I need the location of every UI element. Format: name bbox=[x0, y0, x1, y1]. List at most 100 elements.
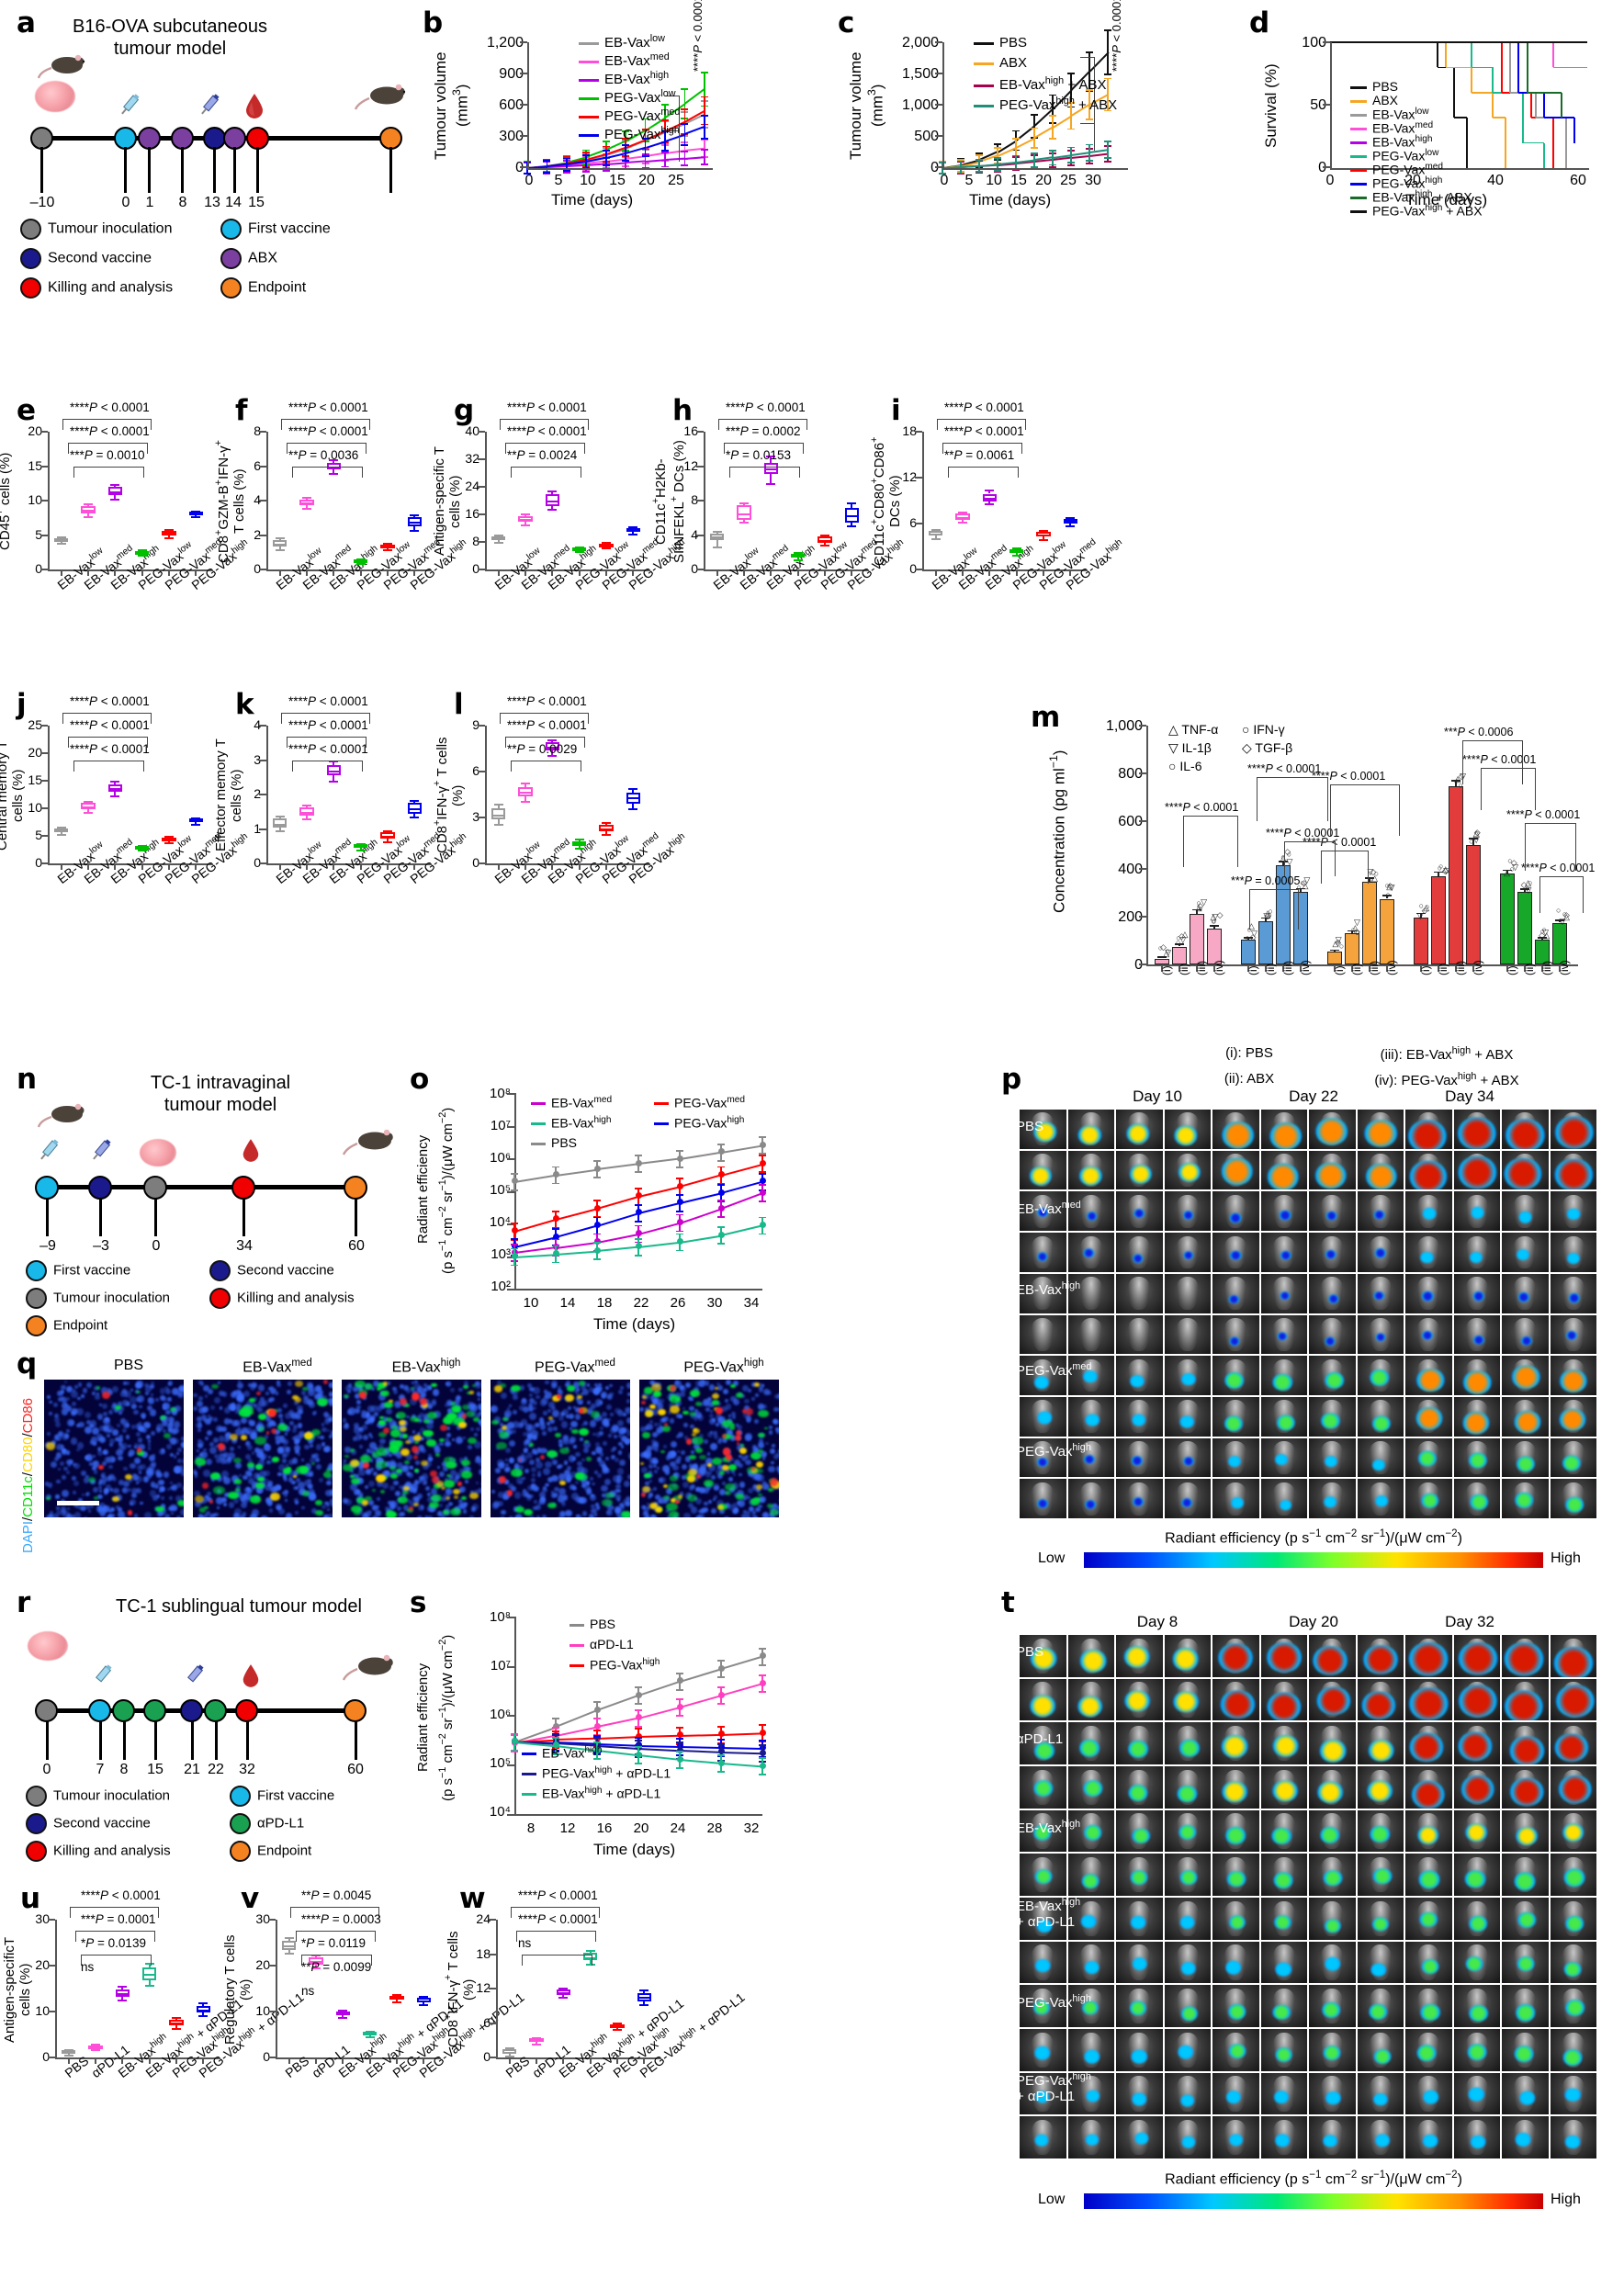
series-line bbox=[556, 1709, 598, 1728]
ivis-cell bbox=[1165, 1191, 1212, 1231]
signal-blob bbox=[1133, 1255, 1143, 1264]
dapi-nucleus bbox=[243, 1391, 250, 1397]
legend-dot-first-vaccine bbox=[230, 1786, 251, 1807]
ivis-cell bbox=[1502, 1356, 1549, 1395]
median-line bbox=[299, 812, 313, 814]
dapi-nucleus bbox=[398, 1513, 402, 1517]
series-line bbox=[597, 1695, 639, 1711]
dapi-nucleus bbox=[425, 1486, 430, 1491]
cd11c-signal bbox=[712, 1458, 722, 1465]
error-cap bbox=[635, 1238, 642, 1240]
signal-blob bbox=[1365, 1120, 1398, 1147]
dapi-nucleus bbox=[769, 1430, 773, 1435]
tick-mark bbox=[259, 828, 266, 830]
cd80-signal bbox=[640, 1462, 644, 1465]
series-line bbox=[597, 1718, 638, 1729]
signal-blob bbox=[1130, 1375, 1145, 1388]
error-cap bbox=[759, 1774, 766, 1775]
ivis-cell bbox=[1454, 1191, 1501, 1231]
whisker-cap bbox=[338, 2017, 347, 2019]
dapi-nucleus bbox=[122, 1428, 127, 1433]
cd11c-signal bbox=[511, 1385, 521, 1392]
cd11c-signal bbox=[575, 1472, 584, 1479]
dapi-nucleus bbox=[559, 1444, 563, 1448]
error-bar bbox=[1052, 115, 1054, 138]
ivis-cell bbox=[1068, 1151, 1115, 1190]
dapi-nucleus bbox=[540, 1399, 547, 1406]
error-cap bbox=[552, 1262, 559, 1264]
dapi-nucleus bbox=[589, 1387, 594, 1392]
cd11c-signal bbox=[740, 1444, 744, 1447]
dapi-nucleus bbox=[227, 1457, 232, 1462]
cd11c-signal bbox=[699, 1455, 706, 1460]
cd11c-signal bbox=[402, 1434, 409, 1438]
legend-dot-apdl1 bbox=[230, 1813, 251, 1834]
median-line bbox=[546, 501, 559, 502]
cd11c-signal bbox=[195, 1458, 206, 1465]
median-line bbox=[983, 498, 997, 500]
mouse-icon bbox=[37, 1102, 90, 1130]
dapi-nucleus bbox=[594, 1513, 597, 1516]
error-cap bbox=[676, 1689, 683, 1691]
signal-blob bbox=[1463, 1370, 1491, 1394]
survival-step bbox=[1535, 93, 1537, 118]
dapi-nucleus bbox=[141, 1413, 146, 1418]
p-cbar-title: Radiant efficiency (p s−1 cm−2 sr−1)/(μW… bbox=[1084, 1528, 1543, 1547]
cd80-signal bbox=[383, 1381, 388, 1385]
dapi-nucleus bbox=[611, 1448, 615, 1452]
signal-blob bbox=[1517, 1250, 1529, 1261]
dapi-nucleus bbox=[599, 1401, 602, 1403]
error-cap bbox=[1012, 138, 1020, 140]
cd86-signal bbox=[641, 1401, 646, 1405]
cd11c-signal bbox=[491, 1420, 498, 1425]
dapi-nucleus bbox=[194, 1471, 197, 1475]
dapi-nucleus bbox=[268, 1503, 272, 1506]
dapi-nucleus bbox=[329, 1382, 333, 1388]
dapi-nucleus bbox=[359, 1445, 363, 1448]
cd11c-signal bbox=[423, 1430, 433, 1437]
dapi-nucleus bbox=[61, 1390, 64, 1393]
dapi-nucleus bbox=[596, 1505, 601, 1510]
dapi-nucleus bbox=[164, 1471, 169, 1477]
cd11c-signal bbox=[396, 1469, 402, 1473]
dapi-nucleus bbox=[344, 1460, 346, 1462]
s-ytick: 10⁵ bbox=[468, 1755, 511, 1771]
error-bar bbox=[960, 161, 962, 173]
syringe-icon-1 bbox=[116, 92, 140, 116]
error-cap bbox=[701, 96, 708, 98]
dapi-nucleus bbox=[261, 1457, 265, 1461]
median-line bbox=[142, 1974, 156, 1976]
cd86-signal bbox=[507, 1490, 513, 1496]
ivis-cell bbox=[1309, 1110, 1356, 1149]
series-line bbox=[597, 1750, 638, 1756]
dapi-nucleus bbox=[621, 1436, 627, 1442]
error-cap bbox=[676, 1211, 683, 1212]
o-xtick: 10 bbox=[514, 1295, 547, 1311]
dapi-nucleus bbox=[177, 1459, 182, 1463]
y-axis bbox=[485, 726, 487, 863]
error-cap bbox=[635, 1746, 642, 1748]
dapi-nucleus bbox=[146, 1435, 151, 1439]
signal-blob bbox=[1471, 1207, 1484, 1219]
error-cap bbox=[1049, 150, 1056, 152]
dapi-nucleus bbox=[755, 1393, 759, 1397]
median-line bbox=[572, 843, 586, 845]
dapi-nucleus bbox=[203, 1448, 207, 1452]
dapi-nucleus bbox=[310, 1444, 313, 1448]
tick-mark bbox=[489, 2023, 496, 2024]
dapi-nucleus bbox=[392, 1387, 397, 1392]
fluor-image bbox=[342, 1380, 481, 1517]
dapi-nucleus bbox=[203, 1418, 207, 1422]
data-point bbox=[760, 1652, 766, 1659]
survival-step bbox=[1445, 42, 1447, 67]
dapi-nucleus bbox=[498, 1492, 504, 1498]
data-marker: ○ bbox=[1158, 943, 1163, 952]
median-line bbox=[417, 2001, 431, 2002]
dapi-nucleus bbox=[167, 1397, 172, 1402]
signal-blob bbox=[1267, 1692, 1301, 1720]
dapi-nucleus bbox=[298, 1453, 300, 1456]
dapi-nucleus bbox=[651, 1443, 659, 1450]
ivis-cell bbox=[1165, 1315, 1212, 1355]
dapi-nucleus bbox=[86, 1382, 93, 1389]
survival-step bbox=[1437, 42, 1438, 67]
